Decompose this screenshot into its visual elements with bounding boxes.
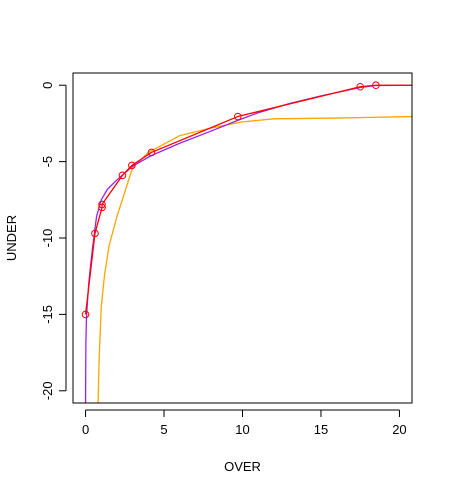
- x-axis-label: OVER: [224, 459, 261, 474]
- y-tick-label: -10: [40, 229, 55, 248]
- x-tick-label: 10: [235, 422, 249, 437]
- series-line-0: [97, 115, 412, 403]
- series-lines: [84, 84, 412, 403]
- data-points: [81, 81, 380, 319]
- x-tick-label: 20: [392, 422, 406, 437]
- data-point: [128, 161, 136, 170]
- data-point: [91, 229, 99, 238]
- series-line-2: [84, 84, 412, 315]
- x-tick-label: 15: [314, 422, 328, 437]
- y-tick-label: -20: [40, 381, 55, 400]
- series-line-1: [84, 84, 412, 403]
- data-point: [81, 310, 90, 319]
- y-tick-label: -15: [40, 305, 55, 324]
- x-tick-label: 5: [160, 422, 167, 437]
- y-axis-label: UNDER: [4, 215, 19, 261]
- y-tick-label: -5: [40, 156, 55, 168]
- data-point: [356, 82, 365, 91]
- data-point: [98, 203, 106, 212]
- axis-ticks: 0 5 10 15 20 0 -5 -10 -15 -20: [40, 82, 407, 437]
- y-tick-label: 0: [40, 82, 55, 89]
- data-point: [147, 148, 156, 157]
- data-point: [118, 171, 127, 180]
- plot-frame: [72, 72, 413, 404]
- data-point: [372, 81, 380, 90]
- data-point: [98, 200, 106, 209]
- x-tick-label: 0: [82, 422, 89, 437]
- data-point: [233, 112, 242, 121]
